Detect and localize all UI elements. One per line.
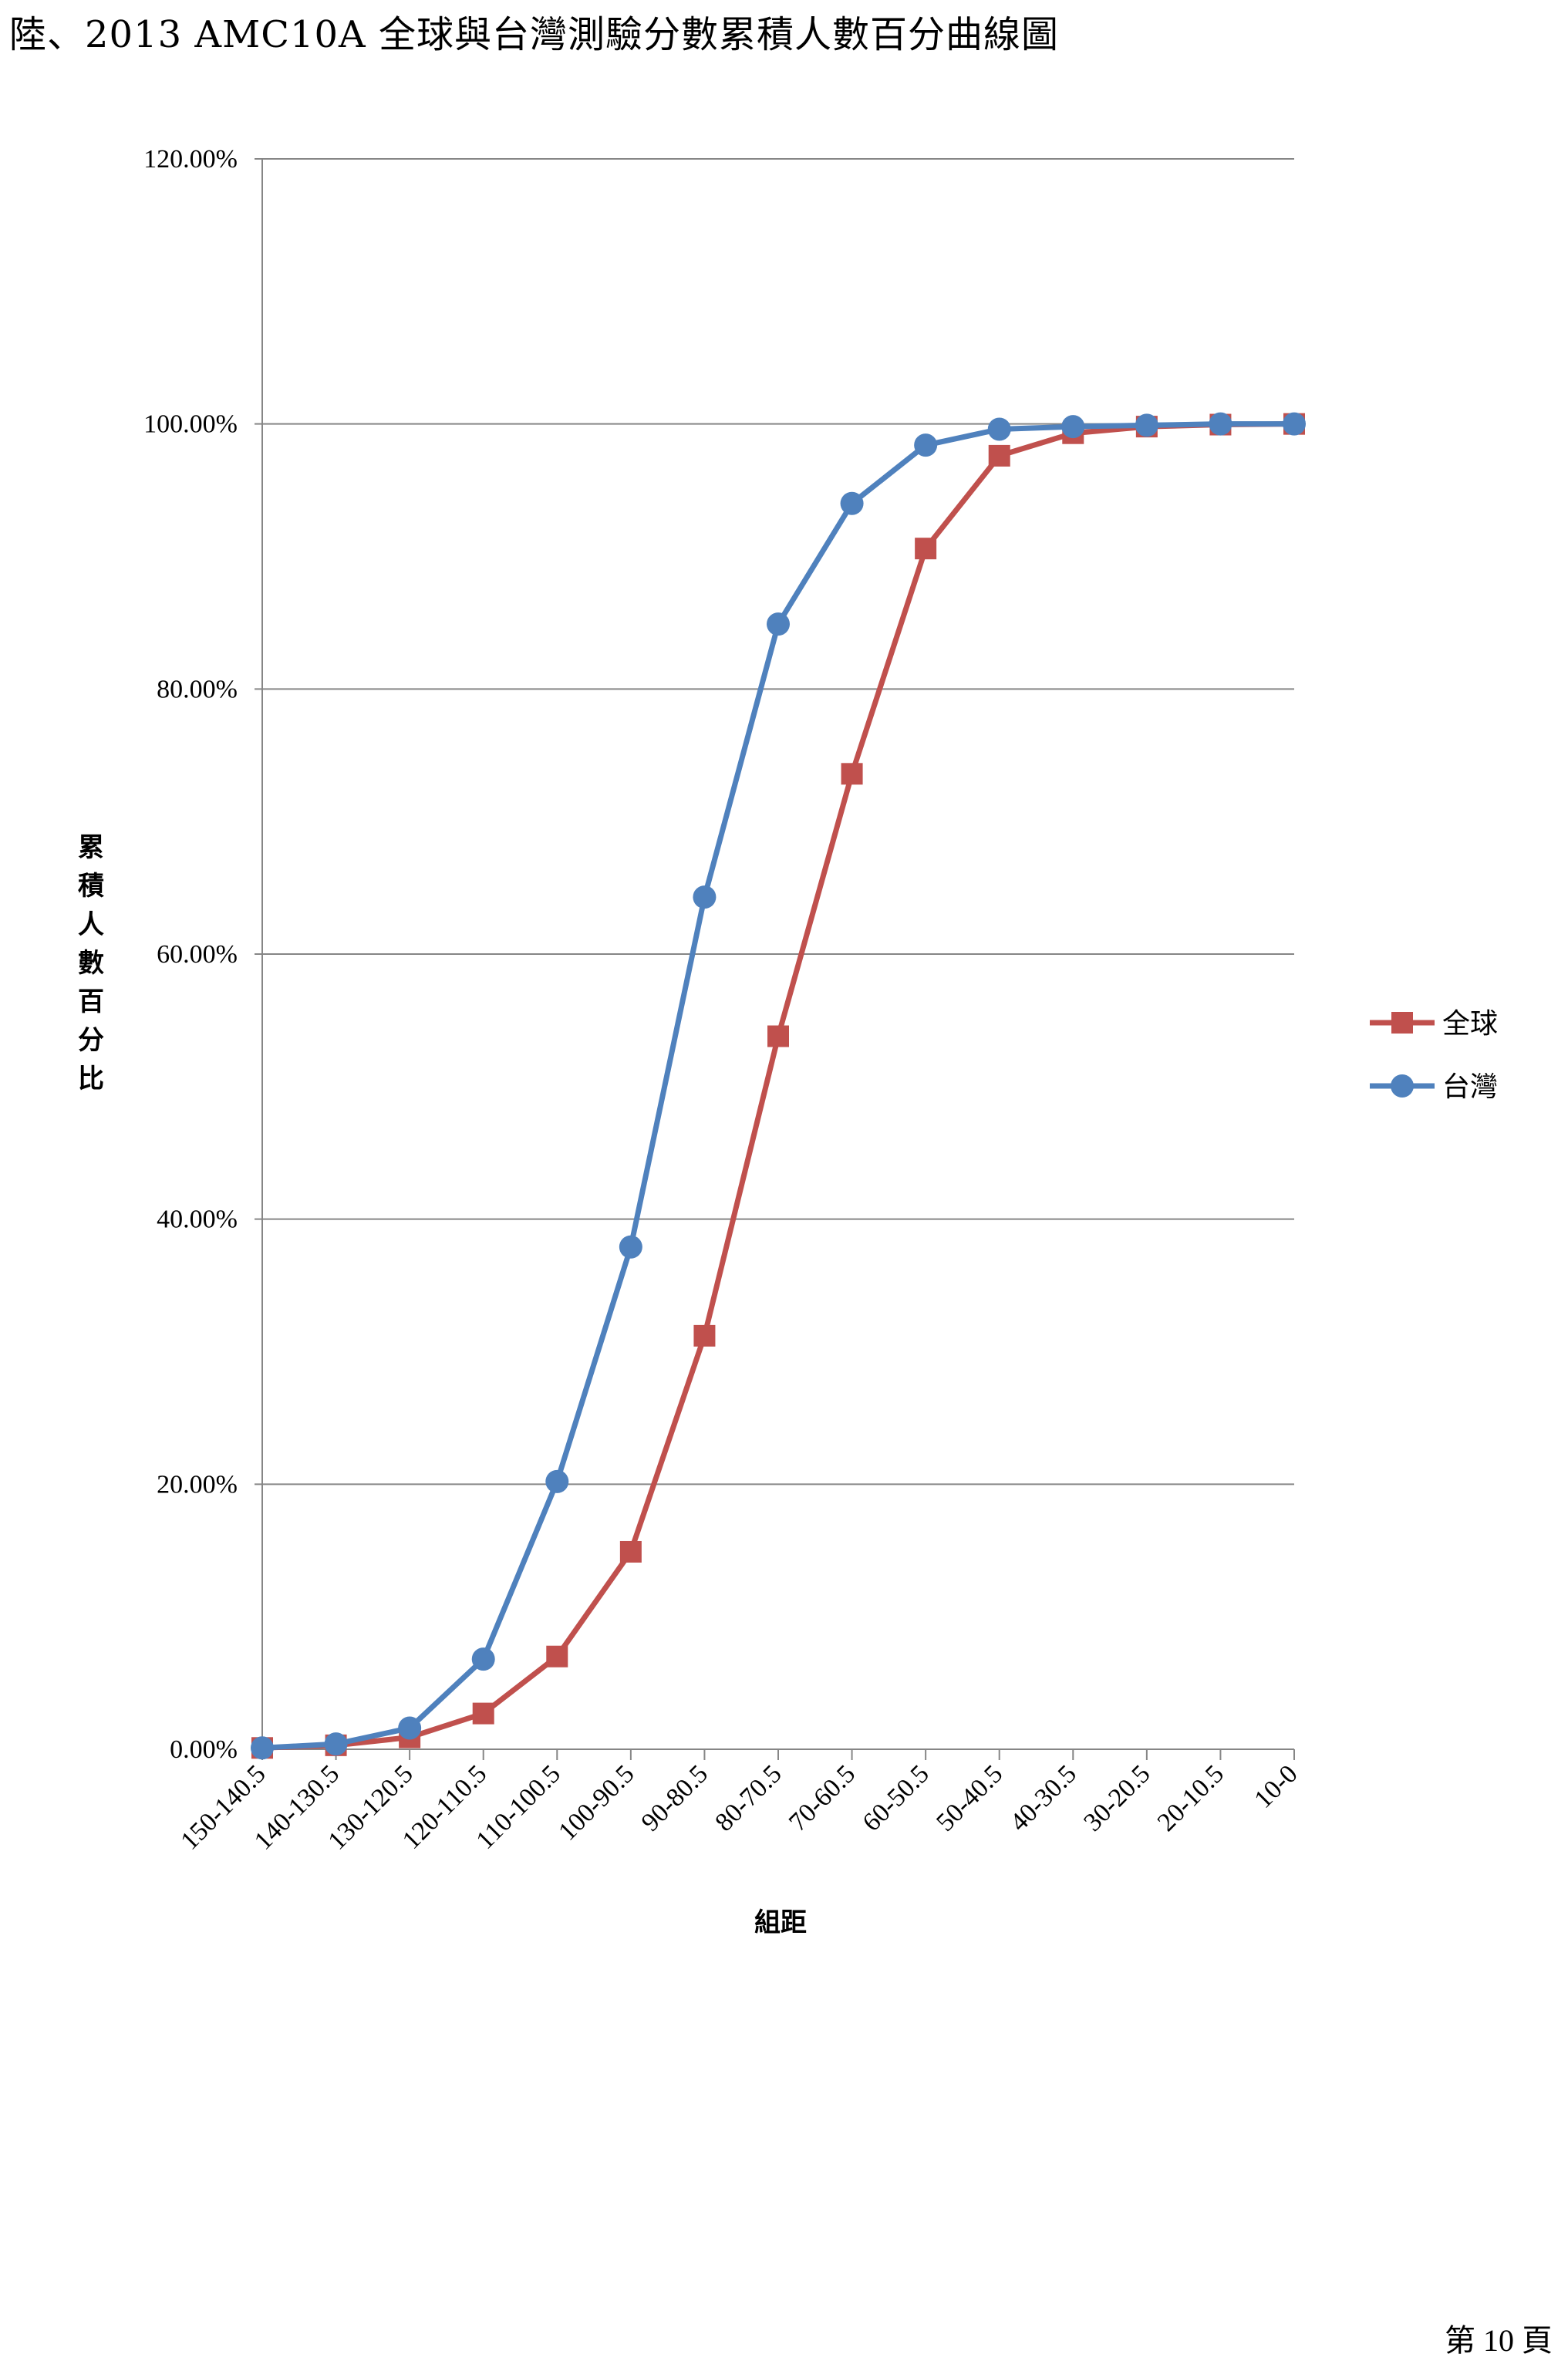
y-tick-label: 40.00% — [157, 1206, 238, 1234]
data-point-global — [915, 538, 937, 560]
x-tick-label: 20-10.5 — [1152, 1759, 1229, 1836]
data-point-taiwan — [840, 491, 864, 515]
x-tick-label: 90-80.5 — [636, 1759, 713, 1836]
x-tick-label: 100-90.5 — [553, 1759, 639, 1846]
data-point-global — [693, 1324, 716, 1347]
data-point-taiwan — [1209, 412, 1232, 436]
data-point-taiwan — [1283, 412, 1306, 436]
y-tick-label: 20.00% — [157, 1470, 238, 1499]
legend-square-marker — [1391, 1012, 1413, 1034]
x-tick-label: 80-70.5 — [710, 1759, 787, 1836]
data-point-taiwan — [1061, 415, 1085, 439]
data-point-taiwan — [693, 885, 717, 909]
data-point-global — [988, 444, 1010, 467]
series-markers — [251, 412, 1306, 1760]
legend-label: 全球 — [1442, 1008, 1498, 1040]
y-tick-labels: 0.00% 20.00% 40.00% 60.00% 80.00% 100.00% 120.… — [143, 145, 238, 1764]
y-tick-label: 100.00% — [143, 410, 238, 439]
data-point-taiwan — [471, 1647, 495, 1671]
data-point-taiwan — [251, 1736, 274, 1760]
y-tick-label: 0.00% — [170, 1735, 238, 1764]
legend-item-global: 全球 — [1370, 1008, 1498, 1040]
gridlines — [255, 158, 1294, 1750]
data-point-taiwan — [767, 612, 790, 636]
x-tick-label: 30-20.5 — [1078, 1759, 1155, 1836]
data-point-taiwan — [545, 1469, 569, 1493]
data-point-taiwan — [914, 433, 938, 457]
page-number: 第 10 頁 — [1445, 2323, 1553, 2358]
legend-label: 台灣 — [1442, 1071, 1498, 1103]
data-point-taiwan — [619, 1235, 642, 1259]
data-point-global — [472, 1702, 494, 1725]
data-point-taiwan — [1135, 413, 1158, 437]
y-tick-label: 120.00% — [143, 145, 238, 174]
y-tick-label: 60.00% — [157, 940, 238, 969]
data-point-global — [619, 1540, 642, 1563]
x-tick-label: 50-40.5 — [931, 1759, 1008, 1836]
x-tick-label: 70-60.5 — [784, 1759, 861, 1836]
y-tick-label: 80.00% — [157, 675, 238, 703]
legend-item-taiwan: 台灣 — [1370, 1071, 1498, 1103]
data-point-taiwan — [398, 1716, 422, 1740]
x-axis-title: 組距 — [754, 1907, 807, 1938]
legend-circle-marker — [1391, 1074, 1414, 1098]
axes — [261, 159, 1295, 1760]
x-tick-label: 10-0 — [1249, 1759, 1303, 1813]
page-title: 陸、2013 AMC10A 全球與台灣測驗分數累積人數百分曲線圖 — [9, 13, 1059, 56]
data-point-global — [546, 1645, 568, 1668]
x-tick-label: 60-50.5 — [858, 1759, 935, 1836]
y-axis-title: 累積人數百分比 — [78, 832, 104, 1094]
data-point-global — [841, 763, 863, 785]
x-tick-labels: 150-140.5140-130.5130-120.5120-110.5110-… — [175, 1759, 1303, 1855]
x-tick-label: 40-30.5 — [1005, 1759, 1082, 1836]
data-point-taiwan — [987, 417, 1011, 441]
data-point-global — [767, 1025, 789, 1047]
data-point-taiwan — [324, 1732, 348, 1756]
